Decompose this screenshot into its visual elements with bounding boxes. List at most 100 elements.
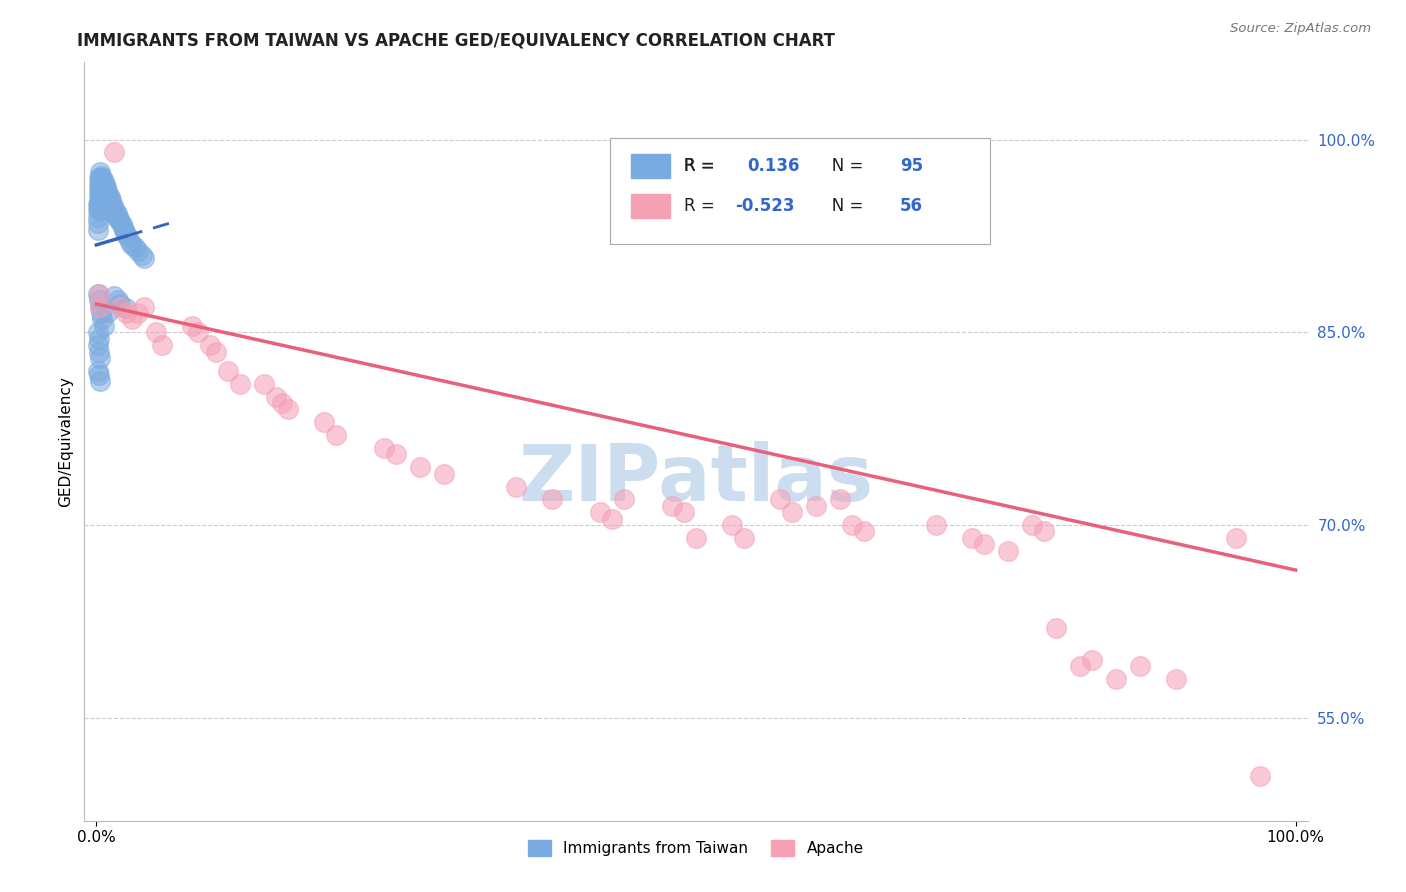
Point [93,174,115,188]
Text: R =: R = [683,157,725,176]
Point [89,178,111,192]
Text: -0.523: -0.523 [735,197,794,215]
Point [86,216,108,230]
Point [87,203,110,218]
Point [589,505,612,519]
Point [145,326,167,340]
Point [1164,673,1187,687]
Point [96,196,118,211]
Point [841,518,863,533]
Point [90,186,112,201]
Point [103,145,125,160]
Point [86,222,108,236]
Point [661,499,683,513]
Point [86,210,108,224]
Point [100,193,122,207]
Point [997,543,1019,558]
Point [114,225,136,239]
Point [103,289,125,303]
Point [91,178,114,192]
Point [1045,621,1067,635]
Point [89,196,111,211]
Point [93,187,115,202]
Point [115,227,138,242]
Point [253,376,276,391]
Point [118,235,141,250]
Y-axis label: GED/Equivalency: GED/Equivalency [58,376,73,507]
Point [86,203,108,218]
Point [87,178,110,192]
Point [89,300,111,314]
Point [433,467,456,481]
Text: R =: R = [683,157,725,176]
Point [101,203,124,218]
Point [1032,524,1054,539]
Point [86,326,108,340]
Point [89,374,111,388]
Text: R =: R = [683,157,725,176]
Point [505,479,527,493]
Point [134,251,156,265]
Text: 95: 95 [900,157,924,176]
Point [111,219,134,234]
Point [86,196,108,211]
Point [600,511,623,525]
Point [103,202,125,216]
Point [90,174,112,188]
Point [107,293,129,308]
Point [97,186,120,201]
Point [87,190,110,204]
Point [1080,653,1102,667]
Point [91,203,114,218]
Point [94,186,117,201]
Point [93,196,117,211]
Point [94,180,117,194]
Point [1225,531,1247,545]
Point [112,222,135,236]
Point [97,193,120,207]
Point [89,203,111,218]
Point [124,240,146,254]
Point [187,326,209,340]
Point [87,293,110,308]
Point [101,196,124,211]
Point [89,164,111,178]
Point [613,492,636,507]
Point [86,286,108,301]
Point [103,207,125,221]
Point [110,215,132,229]
Point [1129,659,1152,673]
Point [94,193,117,207]
Point [1069,659,1091,673]
Text: 0.136: 0.136 [748,157,800,176]
Point [271,396,294,410]
Point [121,312,143,326]
Point [852,524,875,539]
Point [87,368,110,382]
Point [264,390,287,404]
Point [672,505,695,519]
Point [98,190,121,204]
Text: Source: ZipAtlas.com: Source: ZipAtlas.com [1230,22,1371,36]
Point [90,306,112,320]
Point [181,318,204,333]
Point [91,190,114,204]
Point [960,531,983,545]
Point [90,180,112,194]
Point [89,190,111,204]
Point [769,492,792,507]
Point [94,199,117,213]
Point [1249,769,1271,783]
Point [90,193,112,207]
Point [373,441,395,455]
Point [229,376,252,391]
Point [89,171,111,186]
Point [86,364,108,378]
Point [385,447,408,461]
Point [93,184,117,198]
Point [721,518,744,533]
Point [1021,518,1043,533]
Point [93,190,117,204]
Point [925,518,948,533]
Point [90,169,112,183]
